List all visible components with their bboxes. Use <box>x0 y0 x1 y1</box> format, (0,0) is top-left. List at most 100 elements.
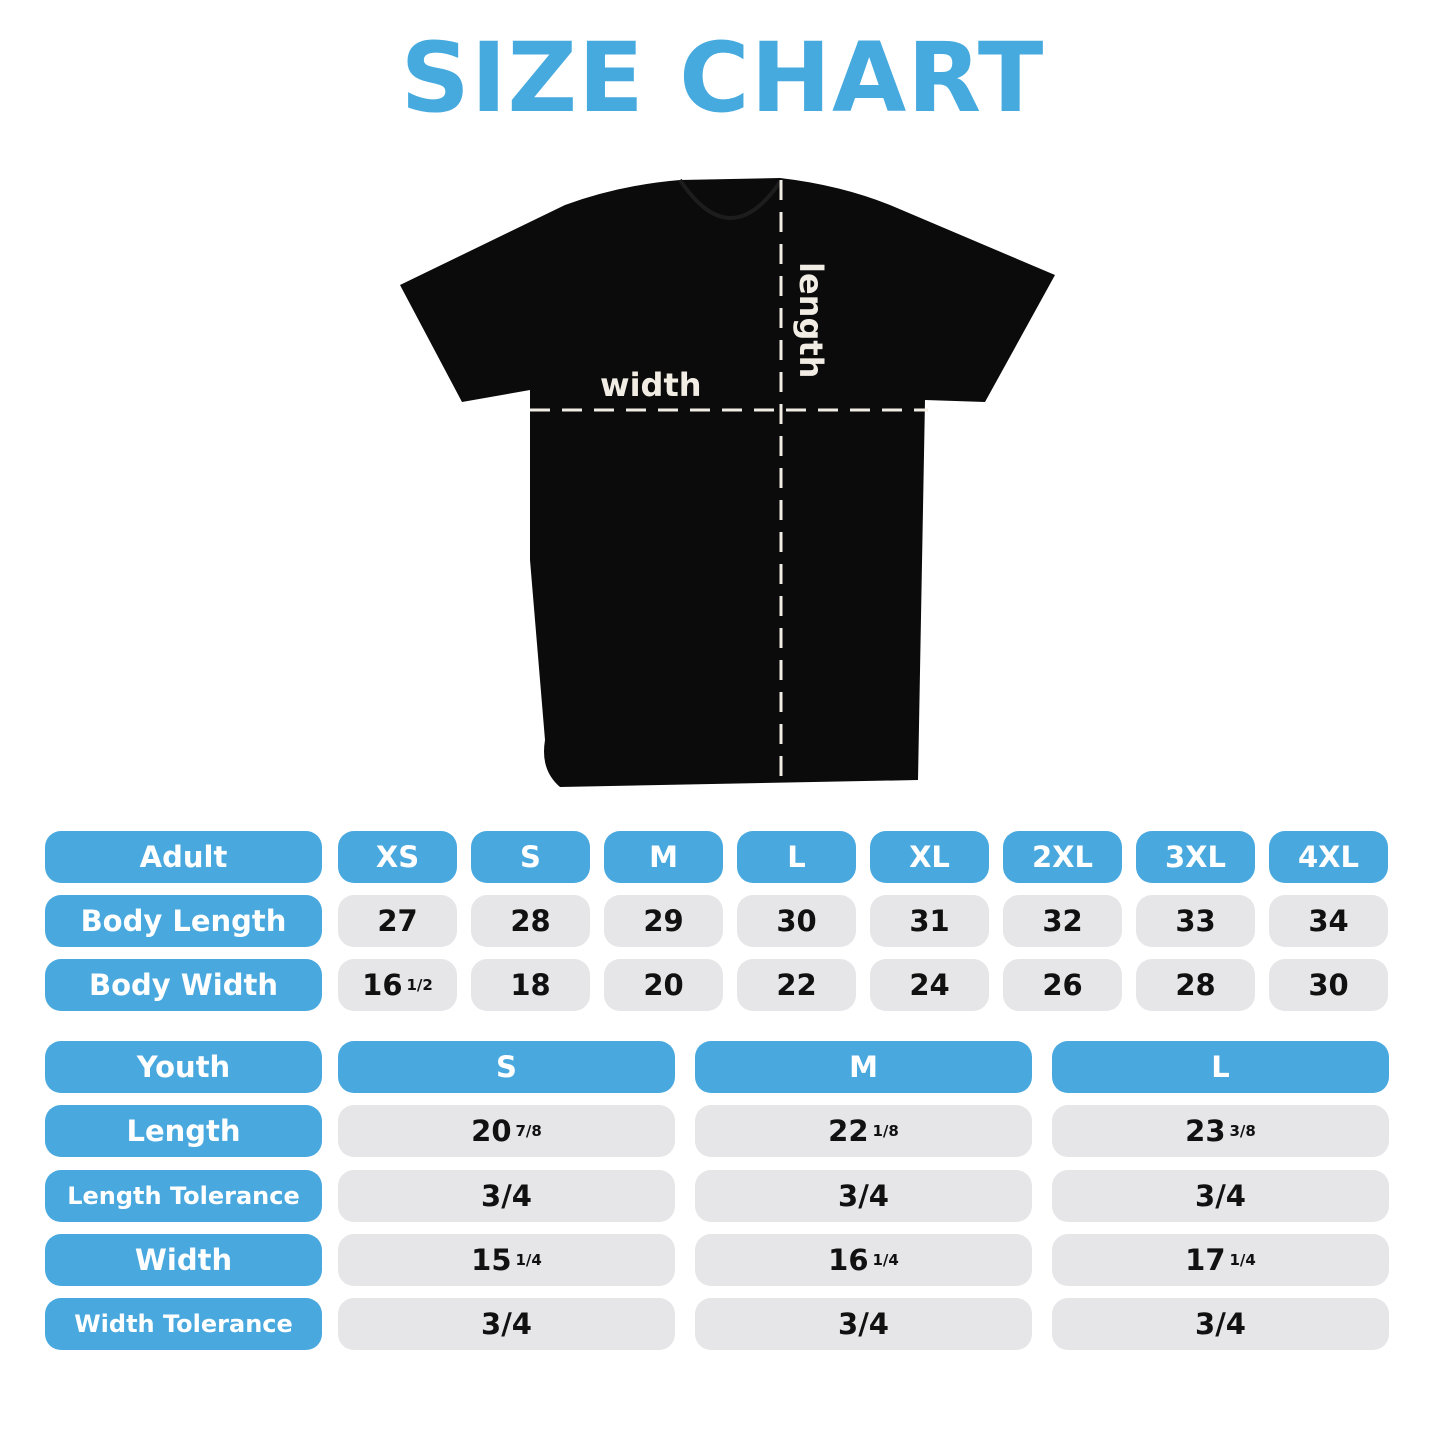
size-header-3xl-text: 3XL <box>1164 840 1227 874</box>
table-cell: 28 <box>1136 959 1255 1011</box>
table-cell: 3/4 <box>695 1170 1032 1222</box>
table-cell-text: 22 <box>828 1114 869 1148</box>
table-cell: 30 <box>1269 959 1388 1011</box>
table-cell: 33 <box>1136 895 1255 947</box>
youth-header: Youth <box>45 1041 322 1093</box>
table-cell-text: 3/4 <box>481 1307 532 1341</box>
row-label: Length Tolerance <box>45 1170 322 1222</box>
table-cell: 30 <box>737 895 856 947</box>
table-cell-text: 30 <box>1308 968 1349 1002</box>
table-cell-text: 3/4 <box>481 1179 532 1213</box>
size-header-s-text: S <box>520 840 541 874</box>
tshirt-collar <box>678 178 782 220</box>
youth-size-header-l-text: L <box>1211 1050 1230 1084</box>
table-cell: 3/4 <box>1052 1298 1389 1350</box>
size-header-m-text: M <box>649 840 678 874</box>
table-cell-text: 27 <box>377 904 418 938</box>
row-label-text: Body Length <box>80 904 287 938</box>
size-header-s: S <box>471 831 590 883</box>
row-label-text: Body Width <box>89 968 278 1002</box>
table-cell: 3/4 <box>338 1170 675 1222</box>
youth-size-header-m-text: M <box>849 1050 878 1084</box>
size-header-xl-text: XL <box>909 840 950 874</box>
size-header-xs: XS <box>338 831 457 883</box>
table-cell-text: 3/4 <box>838 1307 889 1341</box>
table-cell-text: 24 <box>909 968 950 1002</box>
size-header-2xl: 2XL <box>1003 831 1122 883</box>
table-cell-text: 26 <box>1042 968 1083 1002</box>
youth-size-header-s-text: S <box>496 1050 517 1084</box>
table-cell: 3/4 <box>695 1298 1032 1350</box>
table-cell: 26 <box>1003 959 1122 1011</box>
table-cell-text: 3/4 <box>838 1179 889 1213</box>
table-cell: 22 <box>737 959 856 1011</box>
fraction: 7/8 <box>515 1122 542 1140</box>
size-header-2xl-text: 2XL <box>1031 840 1094 874</box>
table-cell: 17 1/4 <box>1052 1234 1389 1286</box>
table-cell: 29 <box>604 895 723 947</box>
table-cell: 24 <box>870 959 989 1011</box>
row-label-text: Width Tolerance <box>74 1310 293 1338</box>
size-header-l: L <box>737 831 856 883</box>
fraction: 1/8 <box>872 1122 899 1140</box>
table-cell-text: 22 <box>776 968 817 1002</box>
table-cell-text: 29 <box>643 904 684 938</box>
row-label: Body Width <box>45 959 322 1011</box>
table-cell-text: 16 <box>362 968 403 1002</box>
table-cell: 32 <box>1003 895 1122 947</box>
table-cell-text: 3/4 <box>1195 1179 1246 1213</box>
table-cell-text: 28 <box>1175 968 1216 1002</box>
table-cell: 34 <box>1269 895 1388 947</box>
adult-header: Adult <box>45 831 322 883</box>
youth-size-header-m: M <box>695 1041 1032 1093</box>
table-cell-text: 20 <box>643 968 684 1002</box>
table-cell: 18 <box>471 959 590 1011</box>
youth-size-header-l: L <box>1052 1041 1389 1093</box>
table-cell-text: 18 <box>510 968 551 1002</box>
fraction: 1/4 <box>1229 1251 1256 1269</box>
page-title: SIZE CHART <box>400 22 1045 134</box>
tshirt-shape <box>400 178 1055 787</box>
table-cell: 22 1/8 <box>695 1105 1032 1157</box>
table-cell-text: 15 <box>471 1243 512 1277</box>
table-cell: 27 <box>338 895 457 947</box>
table-cell: 20 <box>604 959 723 1011</box>
table-cell-text: 31 <box>909 904 950 938</box>
table-cell: 3/4 <box>1052 1170 1389 1222</box>
fraction: 1/2 <box>406 976 433 994</box>
size-header-xl: XL <box>870 831 989 883</box>
table-cell: 3/4 <box>338 1298 675 1350</box>
table-cell: 31 <box>870 895 989 947</box>
fraction: 1/4 <box>515 1251 542 1269</box>
youth-size-header-s: S <box>338 1041 675 1093</box>
table-cell-text: 34 <box>1308 904 1349 938</box>
table-cell: 16 1/2 <box>338 959 457 1011</box>
size-header-m: M <box>604 831 723 883</box>
table-cell: 15 1/4 <box>338 1234 675 1286</box>
row-label: Body Length <box>45 895 322 947</box>
fraction: 1/4 <box>872 1251 899 1269</box>
adult-header-text: Adult <box>139 840 228 874</box>
fraction: 3/8 <box>1229 1122 1256 1140</box>
size-header-4xl: 4XL <box>1269 831 1388 883</box>
table-cell-text: 23 <box>1185 1114 1226 1148</box>
size-header-3xl: 3XL <box>1136 831 1255 883</box>
table-cell-text: 16 <box>828 1243 869 1277</box>
size-header-xs-text: XS <box>375 840 420 874</box>
row-label: Length <box>45 1105 322 1157</box>
table-cell-text: 30 <box>776 904 817 938</box>
size-header-l-text: L <box>787 840 806 874</box>
table-cell: 20 7/8 <box>338 1105 675 1157</box>
size-header-4xl-text: 4XL <box>1297 840 1360 874</box>
width-label: width <box>600 366 702 404</box>
table-cell: 16 1/4 <box>695 1234 1032 1286</box>
table-cell: 28 <box>471 895 590 947</box>
table-cell-text: 20 <box>471 1114 512 1148</box>
row-label-text: Length Tolerance <box>67 1182 300 1210</box>
row-label-text: Width <box>134 1243 233 1277</box>
table-cell-text: 32 <box>1042 904 1083 938</box>
table-cell-text: 3/4 <box>1195 1307 1246 1341</box>
table-cell-text: 33 <box>1175 904 1216 938</box>
table-cell: 23 3/8 <box>1052 1105 1389 1157</box>
table-cell-text: 28 <box>510 904 551 938</box>
